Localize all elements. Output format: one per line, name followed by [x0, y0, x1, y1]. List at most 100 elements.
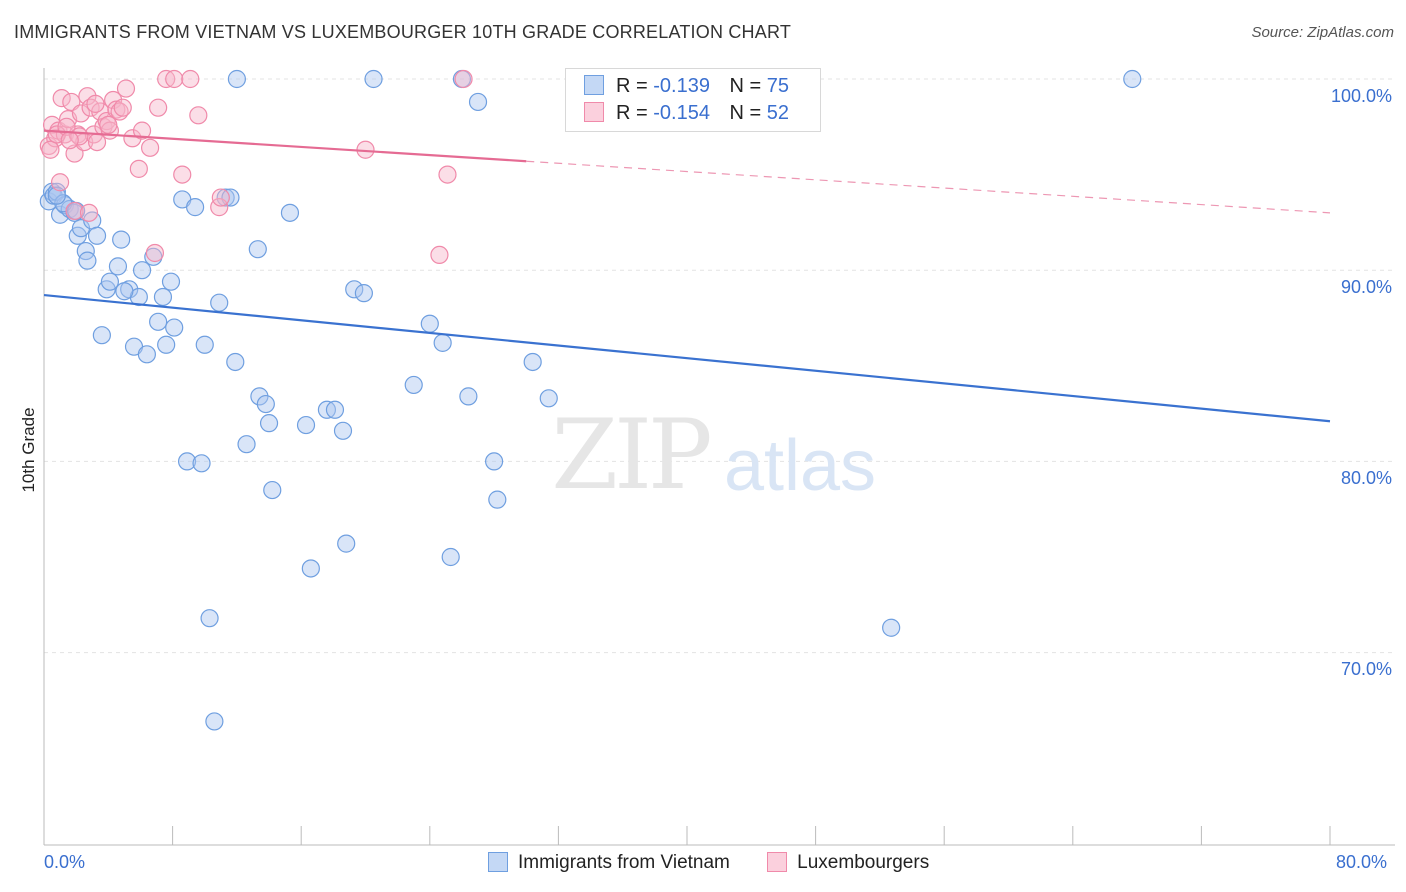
vietnam-point	[263, 480, 282, 500]
vietnam-point	[227, 69, 246, 89]
vietnam-point	[195, 335, 214, 354]
vietnam-point	[78, 251, 97, 270]
vietnam-point	[177, 452, 197, 471]
vietnam-point	[248, 240, 267, 259]
vietnam-point	[87, 226, 107, 245]
luxembourger-point	[181, 69, 200, 89]
luxembourger-point	[140, 138, 160, 157]
r-label: R =	[616, 75, 648, 97]
luxembourger-trend-extension	[526, 160, 1331, 214]
luxembourger-point	[41, 140, 60, 159]
vietnam-point	[100, 272, 120, 291]
legend-label-luxembourgers: Luxembourgers	[797, 852, 930, 873]
vietnam-point	[256, 394, 275, 414]
luxembourger-point	[86, 94, 105, 113]
luxembourger-point	[129, 159, 148, 178]
vietnam-point	[92, 326, 111, 345]
vietnam-point	[161, 272, 181, 291]
y-tick-label-100: 100.0%	[1330, 86, 1392, 106]
luxembourger-point	[430, 245, 449, 265]
vietnam-point	[108, 257, 128, 276]
x-tick-label-max: 80.0%	[1336, 852, 1388, 872]
vietnam-point	[205, 712, 224, 731]
luxembourger-point	[113, 98, 132, 117]
vietnam-point	[441, 547, 460, 567]
luxembourger-point	[60, 131, 79, 150]
vietnam-point	[186, 198, 205, 217]
vietnam-point	[882, 618, 901, 637]
luxembourger-trend-line	[43, 129, 527, 163]
vietnam-point	[345, 280, 364, 299]
vietnam-point	[354, 284, 373, 303]
legend-label-vietnam: Immigrants from Vietnam	[518, 852, 730, 873]
luxembourger-point	[454, 69, 473, 89]
vietnam-point	[153, 287, 173, 307]
vietnam-point	[523, 352, 542, 372]
vietnam-point	[259, 414, 279, 433]
n-label: N =	[729, 75, 762, 97]
y-tick-label-70: 70.0%	[1340, 659, 1392, 679]
vietnam-point	[539, 389, 558, 408]
chart-source: Source: ZipAtlas.com	[1251, 24, 1394, 41]
luxembourger-point	[173, 165, 192, 184]
vietnam-point	[1123, 69, 1142, 89]
vietnam-point	[47, 186, 66, 205]
series-legend: Immigrants from Vietnam Luxembourgers	[488, 852, 961, 874]
vietnam-point	[237, 435, 256, 454]
luxembourger-point	[438, 165, 457, 184]
y-tick-label-80: 80.0%	[1340, 468, 1392, 488]
vietnam-point	[488, 490, 507, 509]
vietnam-point	[468, 92, 488, 112]
vietnam-point	[132, 261, 152, 280]
vietnam-point	[459, 387, 478, 406]
r-value-pink: -0.154	[653, 102, 710, 124]
luxembourger-point	[79, 203, 99, 222]
vietnam-swatch	[488, 852, 508, 872]
vietnam-point	[325, 400, 345, 419]
vietnam-point	[433, 333, 452, 352]
luxembourger-point	[52, 89, 71, 108]
vietnam-point	[420, 314, 439, 333]
vietnam-point	[333, 421, 353, 440]
vietnam-point	[337, 534, 356, 553]
luxembourger-point	[50, 173, 70, 192]
vietnam-point	[149, 312, 168, 331]
chart-title: IMMIGRANTS FROM VIETNAM VS LUXEMBOURGER …	[14, 22, 792, 42]
pink-swatch	[584, 102, 604, 122]
vietnam-point	[485, 452, 504, 471]
legend-item-vietnam: Immigrants from Vietnam	[488, 852, 730, 874]
r-label: R =	[616, 102, 648, 124]
vietnam-point	[210, 293, 229, 312]
vietnam-point	[115, 282, 134, 301]
luxembourger-point	[71, 104, 91, 123]
luxembourger-point	[99, 115, 118, 134]
vietnam-point	[301, 559, 320, 578]
luxembourger-point	[65, 201, 84, 221]
luxembourgers-swatch	[767, 852, 788, 872]
luxembourger-point	[149, 98, 168, 117]
watermark-zip: ZIP	[551, 399, 710, 511]
n-value-pink: 52	[766, 102, 790, 124]
luxembourger-point	[211, 188, 230, 207]
stats-legend: R = -0.139 N = 75 R = -0.154 N = 52	[565, 68, 821, 132]
stats-legend-row-pink: R = -0.154 N = 52	[584, 102, 789, 126]
luxembourger-point	[107, 100, 126, 119]
luxembourger-point	[116, 79, 136, 98]
vietnam-point	[157, 335, 176, 354]
r-value-blue: -0.139	[653, 75, 710, 97]
vietnam-point	[165, 318, 184, 337]
luxembourger-point	[145, 243, 165, 263]
vietnam-trend-line	[43, 293, 1331, 423]
x-tick-label-min: 0.0%	[44, 852, 86, 872]
luxembourger-point	[123, 129, 142, 148]
vietnam-point	[216, 188, 235, 207]
luxembourger-point	[104, 90, 123, 110]
vietnam-point	[192, 454, 211, 473]
y-tick-label-90: 90.0%	[1340, 277, 1392, 297]
n-value-blue: 75	[766, 75, 790, 97]
legend-item-luxembourgers: Luxembourgers	[767, 852, 929, 874]
luxembourger-point	[132, 121, 152, 140]
vietnam-point	[200, 609, 219, 628]
stats-legend-row-blue: R = -0.139 N = 75	[584, 75, 789, 99]
